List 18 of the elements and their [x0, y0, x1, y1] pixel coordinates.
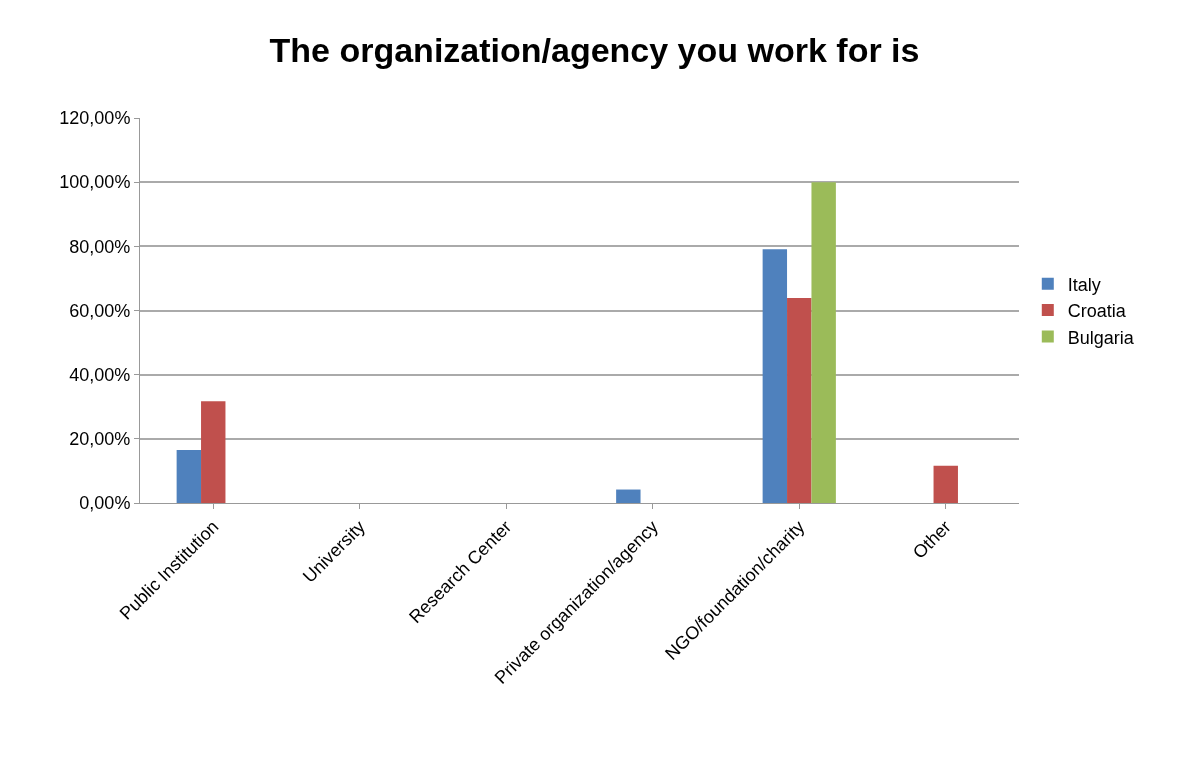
bar: [787, 297, 812, 503]
legend-label: Italy: [1067, 274, 1101, 295]
y-tick-label: 40,00%: [69, 364, 131, 385]
bar: [616, 489, 641, 503]
bar: [762, 249, 788, 503]
legend-label: Bulgaria: [1067, 327, 1135, 348]
y-tick-label: 100,00%: [59, 172, 131, 193]
y-tick-label: 60,00%: [69, 300, 131, 321]
bar: [811, 182, 836, 503]
y-tick-label: 80,00%: [69, 236, 131, 257]
y-tick-label: 0,00%: [79, 493, 131, 514]
chart-title: The organization/agency you work for is: [269, 31, 920, 70]
bar: [176, 450, 202, 503]
bar: [933, 465, 958, 503]
y-tick-label: 120,00%: [59, 108, 131, 129]
bar: [201, 401, 226, 503]
legend-label: Croatia: [1067, 301, 1127, 322]
y-tick-label: 20,00%: [69, 429, 131, 450]
